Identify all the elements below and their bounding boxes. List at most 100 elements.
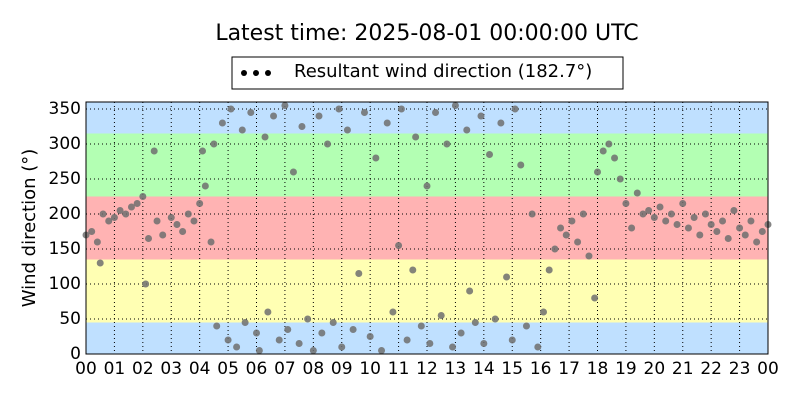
x-tick-label: 09 (331, 359, 353, 379)
data-point (662, 217, 670, 225)
data-point (633, 189, 641, 197)
data-point (449, 343, 457, 351)
data-point (511, 105, 519, 113)
data-point (289, 168, 297, 176)
data-point (409, 266, 417, 274)
x-tick-label: 17 (558, 359, 580, 379)
data-point (599, 147, 607, 155)
data-point (673, 221, 681, 228)
data-point (247, 109, 255, 116)
x-tick-label: 16 (530, 359, 552, 379)
data-point (707, 221, 715, 228)
x-tick-label: 00 (75, 359, 97, 379)
data-point (179, 228, 187, 235)
data-point (443, 140, 451, 148)
y-tick-label: 200 (49, 204, 81, 224)
data-point (528, 210, 536, 218)
data-point (295, 340, 303, 347)
data-point (153, 217, 161, 225)
data-point (304, 315, 312, 323)
x-tick-label: 19 (615, 359, 637, 379)
data-point (645, 207, 653, 214)
y-tick-label: 250 (49, 169, 81, 189)
data-point (432, 109, 440, 116)
data-point (343, 126, 351, 134)
data-point (426, 340, 434, 347)
data-point (719, 217, 727, 225)
data-point (486, 151, 494, 158)
data-point (758, 228, 766, 235)
x-tick-label: 15 (501, 359, 523, 379)
data-point (145, 235, 153, 242)
data-point (412, 133, 420, 141)
data-point (378, 347, 386, 354)
data-point (741, 231, 749, 239)
x-tick-label: 12 (416, 359, 438, 379)
data-point (690, 214, 698, 221)
data-point (122, 210, 130, 218)
data-point (360, 109, 368, 116)
data-point (508, 336, 516, 344)
data-point (88, 228, 96, 235)
data-point (574, 238, 582, 246)
data-point (451, 102, 459, 109)
x-tick-label: 01 (104, 359, 126, 379)
y-axis-label: Wind direction (°) (19, 149, 40, 308)
legend-marker (265, 70, 271, 76)
data-point (338, 343, 346, 351)
x-tick-label: 18 (587, 359, 609, 379)
data-point (417, 322, 425, 330)
x-tick-label: 23 (729, 359, 751, 379)
data-point (116, 207, 124, 214)
data-point (366, 333, 374, 340)
data-point (264, 308, 272, 316)
plot-frame (85, 101, 769, 355)
data-point (534, 343, 542, 351)
data-point (261, 133, 269, 141)
data-point (585, 252, 593, 260)
data-point (159, 231, 167, 239)
data-point (372, 154, 380, 162)
data-point (480, 340, 488, 347)
data-point (397, 105, 405, 113)
data-point (684, 224, 692, 232)
data-point (190, 217, 198, 225)
x-tick-label: 11 (388, 359, 410, 379)
data-point (639, 210, 647, 218)
data-point (389, 308, 397, 316)
data-point (105, 217, 113, 225)
data-point (522, 322, 530, 330)
data-point (696, 231, 704, 239)
data-point (491, 315, 499, 323)
x-tick-label: 20 (644, 359, 666, 379)
data-point (437, 312, 445, 319)
data-point (383, 119, 391, 127)
data-point (335, 105, 343, 113)
data-point (315, 112, 323, 120)
data-point (667, 210, 675, 218)
x-tick-label: 03 (160, 359, 182, 379)
y-tick-label: 0 (70, 344, 81, 364)
data-point (724, 235, 732, 242)
data-point (173, 221, 181, 228)
data-point (213, 322, 221, 330)
data-point (551, 245, 559, 253)
data-point (207, 238, 215, 246)
data-point (503, 273, 511, 281)
x-tick-label: 13 (445, 359, 467, 379)
data-point (616, 175, 624, 183)
data-point (466, 287, 474, 295)
x-tick-label: 08 (303, 359, 325, 379)
data-point (517, 161, 525, 169)
data-point (568, 217, 576, 225)
data-point (199, 147, 207, 155)
legend-label: Resultant wind direction (182.7°) (294, 61, 592, 82)
x-tick-label: 21 (672, 359, 694, 379)
legend-box (231, 56, 624, 90)
data-point (238, 126, 246, 134)
data-point (224, 336, 232, 344)
x-tick-label: 22 (700, 359, 722, 379)
data-point (622, 200, 630, 207)
data-point (318, 329, 326, 337)
data-point (628, 224, 636, 232)
